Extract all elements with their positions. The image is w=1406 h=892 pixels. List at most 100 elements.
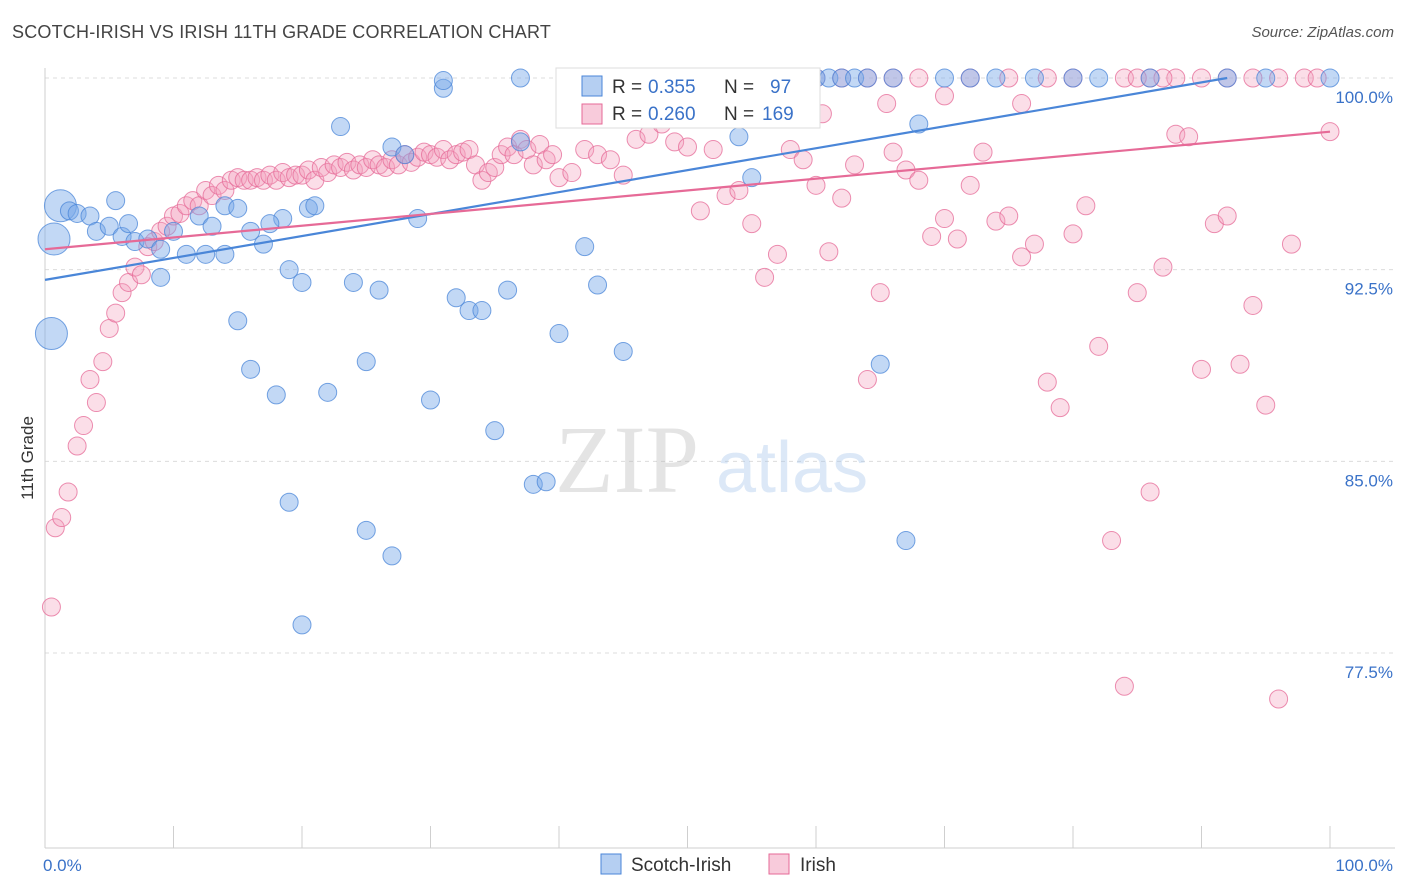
data-point — [536, 472, 556, 492]
data-point — [562, 163, 582, 183]
data-point — [157, 216, 177, 236]
data-point — [433, 71, 453, 91]
legend-item-irish-swatch — [768, 853, 790, 875]
data-point — [241, 359, 261, 379]
data-point — [58, 482, 78, 502]
data-point — [151, 267, 171, 287]
data-point — [369, 280, 389, 300]
data-point — [1089, 336, 1109, 356]
data-point — [1114, 676, 1134, 696]
data-point — [909, 114, 929, 134]
data-point — [523, 155, 543, 175]
data-point — [421, 390, 440, 410]
data-point — [59, 201, 79, 221]
legend-n-label: N = — [724, 104, 754, 125]
data-point — [947, 229, 967, 249]
data-point — [106, 191, 126, 211]
data-point — [1063, 224, 1083, 244]
data-point — [37, 222, 71, 256]
legend-n-value: 97 — [770, 77, 791, 98]
trend-line — [44, 76, 1228, 281]
data-point — [1140, 482, 1160, 502]
data-point — [1140, 68, 1160, 88]
legend-r-label: R = — [612, 77, 642, 98]
data-point — [999, 206, 1019, 226]
data-point — [1217, 206, 1237, 226]
data-point — [729, 127, 749, 147]
legend-r-label: R = — [612, 104, 642, 125]
data-point — [626, 129, 646, 149]
data-point — [755, 267, 775, 287]
data-point — [857, 68, 877, 88]
data-point — [549, 168, 569, 188]
data-point — [305, 196, 325, 216]
data-point — [41, 597, 61, 617]
data-point — [1012, 94, 1032, 114]
data-point — [86, 221, 106, 241]
data-point — [164, 221, 183, 241]
data-point — [767, 244, 787, 264]
y-tick-labels: 77.5% 85.0% 92.5% 100.0% — [1335, 88, 1393, 682]
data-point — [472, 301, 492, 321]
legend-r-value: 0.355 — [648, 77, 696, 98]
data-point — [331, 117, 351, 137]
data-point — [935, 86, 954, 106]
data-point — [395, 145, 415, 165]
x-tick-label: 100.0% — [1335, 856, 1393, 875]
legend-r-value: 0.260 — [648, 104, 696, 125]
data-point — [279, 492, 299, 512]
x-tick-label: 0.0% — [43, 856, 82, 875]
data-point — [170, 203, 190, 223]
data-point — [986, 211, 1006, 231]
data-point — [703, 140, 723, 160]
data-point — [1243, 295, 1263, 315]
data-point — [86, 393, 106, 413]
data-point — [613, 341, 633, 361]
legend-item-irish: Irish — [800, 855, 836, 876]
data-point — [52, 508, 72, 528]
data-point — [498, 280, 518, 300]
data-point — [356, 352, 376, 372]
data-point — [433, 78, 453, 98]
data-point — [870, 283, 890, 303]
data-point — [266, 385, 286, 405]
data-point — [742, 214, 762, 234]
data-point — [1050, 398, 1070, 418]
data-point — [832, 188, 852, 208]
data-point — [131, 265, 151, 285]
data-point — [401, 152, 421, 172]
data-point — [472, 170, 492, 190]
legend-swatch-pink — [581, 103, 603, 125]
data-point — [382, 546, 402, 566]
data-point — [189, 206, 209, 226]
data-point — [549, 324, 569, 344]
data-point — [119, 214, 139, 234]
watermark-zip: ZIP — [555, 406, 699, 513]
data-point — [806, 175, 826, 195]
data-point — [485, 157, 505, 177]
data-point — [883, 68, 903, 88]
data-point — [588, 145, 608, 165]
y-tick-label: 92.5% — [1345, 280, 1393, 299]
data-point — [433, 140, 453, 160]
data-point — [960, 175, 980, 195]
data-point — [1230, 354, 1250, 374]
axes — [44, 68, 1395, 849]
data-point — [1269, 689, 1289, 709]
data-point — [292, 165, 312, 185]
data-point — [1256, 68, 1276, 88]
data-point — [151, 239, 171, 259]
data-point — [99, 216, 119, 236]
data-point — [1179, 127, 1199, 147]
data-point — [819, 242, 839, 262]
data-point — [485, 421, 505, 441]
data-point — [1012, 247, 1032, 267]
data-point — [600, 150, 620, 170]
data-point — [960, 68, 980, 88]
data-point — [793, 150, 813, 170]
data-point — [292, 272, 312, 292]
data-point — [196, 180, 216, 200]
data-point — [690, 201, 710, 221]
x-tick-labels: 0.0% 100.0% — [43, 856, 1393, 875]
data-point — [1192, 359, 1211, 379]
